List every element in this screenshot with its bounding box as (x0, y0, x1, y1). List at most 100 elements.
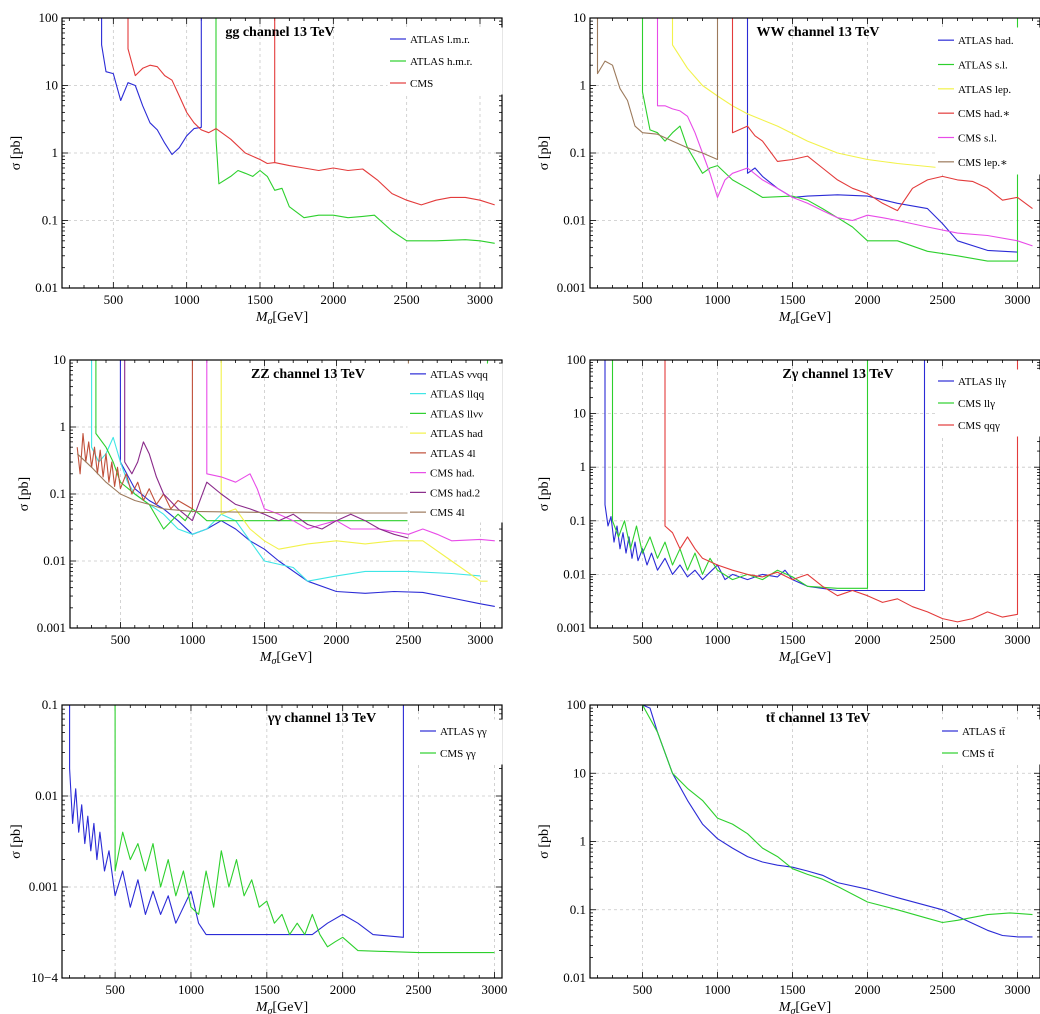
y-tick-label: 10 (45, 78, 58, 93)
y-tick-label: 10 (573, 406, 586, 421)
y-tick-label: 0.1 (570, 145, 586, 160)
x-tick-label: 2000 (320, 292, 346, 307)
x-tick-label: 500 (633, 292, 653, 307)
x-axis-label-main: M (255, 310, 269, 325)
legend-label: ATLAS had. (958, 35, 1014, 47)
legend-label: ATLAS ννqq (430, 369, 488, 381)
y-tick-label: 0.1 (570, 513, 586, 528)
legend-label: CMS llγ (958, 398, 995, 410)
legend-label: ATLAS h.m.r. (410, 56, 473, 68)
x-tick-label: 1500 (251, 632, 277, 647)
chart-title: γγ channel 13 TeV (267, 711, 376, 726)
x-tick-label: 2000 (855, 982, 881, 997)
series-line-1 (69, 705, 404, 938)
x-tick-label: 3000 (1005, 632, 1031, 647)
x-tick-label: 3000 (1005, 982, 1031, 997)
series-line-7 (124, 360, 409, 539)
x-tick-label: 2500 (930, 292, 956, 307)
x-tick-label: 500 (105, 982, 125, 997)
legend-label: CMS γγ (440, 748, 476, 760)
chart-title: gg channel 13 TeV (225, 25, 334, 40)
x-tick-label: 500 (104, 292, 124, 307)
x-axis-label-sub: σ (790, 1006, 796, 1014)
y-tick-label: 100 (567, 697, 587, 712)
y-axis-label: σ [pb] (17, 477, 32, 511)
x-tick-label: 3000 (481, 982, 507, 997)
y-tick-label: 10 (573, 10, 586, 25)
legend-label: CMS s.l. (958, 133, 997, 145)
y-tick-label: 100 (567, 352, 587, 367)
x-axis-label-main: M (778, 1000, 792, 1014)
legend-label: ATLAS l.m.r. (410, 34, 470, 46)
series-group (642, 705, 1033, 938)
x-tick-label: 2500 (394, 292, 420, 307)
series-group (101, 18, 495, 244)
x-tick-label: 2500 (406, 982, 432, 997)
y-axis-label: σ [pb] (537, 136, 552, 170)
x-axis-label-sub: σ (267, 316, 273, 327)
x-tick-label: 1000 (705, 982, 731, 997)
series-line-2 (215, 18, 495, 244)
x-tick-label: 500 (111, 632, 131, 647)
series-line-1 (642, 705, 1033, 938)
legend-label: CMS had.∗ (958, 108, 1010, 120)
x-axis-label-unit: [GeV] (272, 310, 308, 325)
legend: ATLAS had. ATLAS s.l. ATLAS lep. CMS had.∗ C… (935, 27, 1040, 175)
series-line-2 (91, 360, 481, 582)
series-line-8 (76, 360, 409, 514)
legend-label: ATLAS had (430, 428, 483, 440)
series-line-2 (114, 705, 495, 954)
y-tick-label: 0.001 (29, 879, 58, 894)
x-axis-label: Mσ[GeV] (259, 650, 312, 667)
chart-title: ZZ channel 13 TeV (251, 367, 365, 382)
x-tick-label: 2500 (395, 632, 421, 647)
series-line-3 (127, 18, 495, 206)
plot-frame (589, 17, 1040, 289)
series-line-6 (596, 18, 719, 161)
x-axis-label-main: M (778, 310, 792, 325)
plot-frame (589, 704, 1040, 979)
x-axis-label-sub: σ (790, 316, 796, 327)
x-axis-label-sub: σ (271, 656, 277, 667)
legend-label: ATLAS tt̄ (962, 726, 1006, 738)
plot-frame (61, 17, 503, 289)
legend-label: CMS had.2 (430, 487, 480, 499)
series-line-3 (664, 360, 1019, 623)
x-tick-label: 1000 (178, 982, 204, 997)
series-line-4 (731, 18, 1033, 212)
y-tick-label: 1 (52, 145, 59, 160)
x-axis-label-sub: σ (790, 656, 796, 667)
x-tick-label: 1000 (705, 632, 731, 647)
legend-label: ATLAS γγ (440, 726, 487, 738)
y-tick-label: 1 (580, 459, 587, 474)
x-tick-label: 2000 (855, 632, 881, 647)
series-line-1 (101, 18, 202, 156)
series-line-5 (76, 360, 193, 510)
y-tick-label: 10 (53, 352, 66, 367)
x-tick-label: 1000 (179, 632, 205, 647)
x-tick-label: 2500 (930, 982, 956, 997)
y-axis-label: σ [pb] (9, 824, 24, 858)
series-group (604, 360, 1019, 623)
chart-panel-2: 500 1000 1500 2000 2500 3000 0.001 0.01 0.1 1 10 Mσ… (537, 10, 1040, 327)
series-line-1 (746, 18, 1018, 253)
x-axis-label-main: M (778, 650, 792, 665)
x-axis-label-unit: [GeV] (795, 310, 831, 325)
chart-panel-4: 500 1000 1500 2000 2500 3000 0.001 0.01 0.1 1 10 10… (537, 352, 1040, 667)
x-tick-label: 2000 (855, 292, 881, 307)
y-tick-label: 0.1 (570, 902, 586, 917)
x-tick-label: 1500 (780, 982, 806, 997)
series-group (596, 18, 1033, 262)
legend-label: ATLAS llγ (958, 376, 1006, 388)
series-line-2 (642, 705, 1033, 924)
y-axis-label: σ [pb] (537, 824, 552, 858)
legend-label: CMS (410, 78, 433, 90)
legend: ATLAS l.m.r. ATLAS h.m.r. CMS (387, 27, 503, 95)
x-tick-label: 3000 (467, 632, 493, 647)
y-tick-label: 0.001 (557, 280, 586, 295)
chart-title: WW channel 13 TeV (756, 25, 879, 40)
legend-label: CMS qqγ (958, 420, 1000, 432)
legend-label: ATLAS llνν (430, 408, 483, 420)
x-axis-label-main: M (255, 1000, 269, 1014)
